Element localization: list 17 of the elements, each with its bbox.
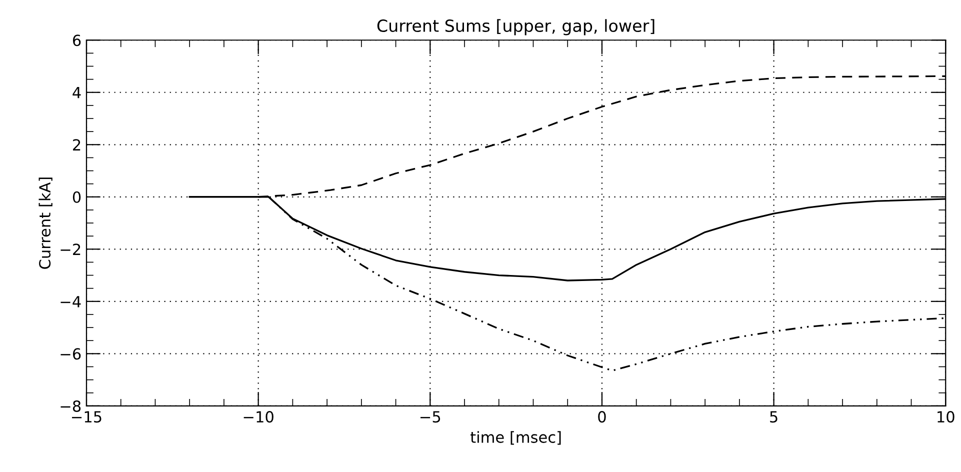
y-tick-label: −4 [60,296,81,308]
y-tick-label: 6 [72,34,81,46]
y-tick-label: 4 [72,87,81,98]
x-tick-label: −5 [420,411,440,423]
x-tick-label: −10 [244,411,274,423]
y-tick-label: −2 [60,244,80,255]
y-tick-label: −6 [60,348,81,360]
x-tick-label: 0 [598,411,606,423]
x-axis-title: time [msec] [470,431,561,445]
y-tick-label: −8 [60,400,81,412]
y-tick-label: 0 [72,191,81,203]
chart-title: Current Sums [upper, gap, lower] [377,19,654,36]
x-tick-label: 10 [938,411,954,423]
x-tick-label: −15 [72,411,102,423]
y-axis-title: Current [kA] [38,178,52,269]
y-tick-label: 2 [73,139,80,150]
x-tick-label: 5 [770,411,778,423]
